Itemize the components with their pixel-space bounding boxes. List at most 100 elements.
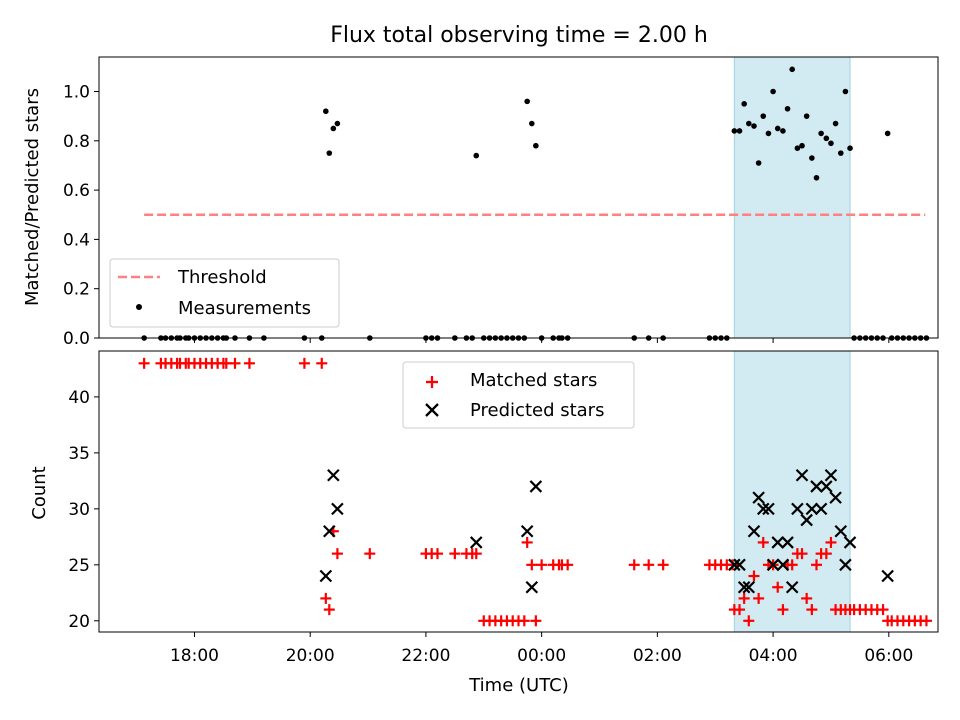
matched-star-marker — [431, 548, 443, 560]
measurement-point — [533, 142, 539, 149]
matched-star-marker — [470, 548, 482, 560]
matched-star-marker — [806, 604, 818, 616]
measurement-point — [847, 145, 853, 152]
predicted-star-marker — [785, 580, 799, 594]
matched-star-marker — [364, 548, 376, 560]
y-tick-label: 0.2 — [63, 280, 90, 300]
matched-star-marker — [530, 615, 542, 627]
x-tick-label: 04:00 — [749, 646, 798, 666]
predicted-star-marker — [747, 524, 761, 538]
measurement-point — [529, 120, 535, 127]
predicted-star-marker — [791, 502, 804, 516]
predicted-star-marker — [805, 502, 819, 516]
matched-star-marker — [877, 604, 889, 616]
matched-star-marker — [748, 570, 760, 582]
predicted-star-marker — [737, 580, 751, 594]
y-tick-label: 30 — [68, 500, 90, 520]
predicted-star-marker — [520, 524, 534, 538]
measurement-point — [326, 150, 333, 156]
predicted-star-marker — [795, 468, 809, 482]
matched-star-marker — [772, 581, 784, 593]
measurement-point — [731, 128, 738, 134]
bottom-frame — [98, 350, 939, 633]
top-legend-measurements-label: Measurements — [178, 298, 311, 319]
y-tick-label: 20 — [68, 612, 90, 632]
y-tick-label: 0.6 — [63, 181, 90, 201]
predicted-star-marker — [820, 480, 833, 493]
x-tick-label: 18:00 — [170, 646, 219, 666]
measurement-point — [760, 113, 767, 119]
predicted-star-marker — [525, 580, 539, 594]
predicted-star-marker — [728, 558, 741, 572]
measurement-point — [789, 66, 795, 73]
matched-star-marker — [138, 357, 150, 369]
matched-star-marker — [810, 559, 822, 571]
predicted-star-marker — [762, 502, 775, 516]
predicted-star-marker — [781, 536, 794, 549]
matched-star-marker — [521, 536, 533, 548]
matched-star-marker — [320, 592, 332, 604]
measurement-point — [818, 130, 824, 137]
matched-star-marker — [323, 604, 335, 616]
x-tick-label: 20:00 — [286, 646, 335, 666]
measurement-point — [780, 128, 786, 134]
x-axis-label: Time (UTC) — [468, 675, 569, 696]
bottom-plot: 20 25 30 35 40 18:00 20:00 22:00 00:00 02:00 04:0… — [29, 350, 939, 696]
measurement-point — [524, 98, 530, 105]
bottom-y-ticks: 20 25 30 35 40 — [68, 388, 99, 632]
matched-star-marker — [777, 604, 789, 616]
matched-star-marker — [734, 604, 746, 616]
predicted-star-marker — [766, 558, 780, 572]
top-legend: Threshold Measurements — [109, 258, 340, 328]
measurement-point — [799, 142, 805, 149]
top-y-axis-label: Matched/Predicted stars — [22, 88, 43, 306]
matched-star-marker — [757, 536, 769, 548]
top-plot: 0.0 0.2 0.4 0.6 0.8 1.0 Matched/Predicted sta… — [22, 56, 939, 349]
matched-star-marker — [526, 559, 538, 571]
x-tick-label: 22:00 — [401, 646, 450, 666]
y-tick-label: 0.0 — [63, 329, 90, 349]
predicted-star-marker — [733, 558, 746, 572]
predicted-star-marker — [810, 480, 823, 493]
bottom-legend-box — [402, 361, 635, 429]
predicted-star-marker — [319, 569, 333, 583]
bottom-legend-predicted-swatch — [425, 403, 439, 417]
predicted-star-marker — [834, 524, 848, 538]
measurement-point — [330, 125, 337, 132]
y-tick-label: 0.8 — [63, 132, 90, 152]
chart-title: Flux total observing time = 2.00 h — [330, 23, 708, 48]
predicted-star-marker — [829, 491, 842, 504]
top-legend-measurements-swatch — [136, 304, 142, 310]
matched-star-marker — [825, 536, 837, 548]
bottom-legend-matched-swatch — [426, 376, 438, 388]
bottom-legend-matched-label: Matched stars — [470, 370, 597, 391]
matched-star-marker — [316, 357, 328, 369]
bottom-legend: Matched stars Predicted stars — [402, 361, 635, 429]
matched-star-marker — [796, 548, 808, 560]
measurement-point — [823, 135, 830, 142]
matched-star-marker — [727, 559, 739, 571]
measurement-point — [784, 105, 791, 112]
top-y-ticks: 0.0 0.2 0.4 0.6 0.8 1.0 — [63, 83, 99, 349]
matched-star-marker — [920, 615, 932, 627]
bottom-points — [138, 357, 932, 627]
matched-star-marker — [801, 592, 813, 604]
measurement-point — [741, 101, 747, 107]
bottom-legend-predicted-label: Predicted stars — [470, 400, 604, 421]
matched-star-marker — [449, 548, 461, 560]
matched-star-marker — [243, 357, 255, 369]
predicted-star-marker — [327, 468, 340, 482]
predicted-star-marker — [824, 468, 838, 482]
measurement-point — [842, 88, 849, 95]
matched-star-marker — [518, 615, 530, 627]
predicted-star-marker — [800, 513, 813, 527]
matched-star-marker — [536, 559, 548, 571]
predicted-star-marker — [881, 569, 894, 583]
predicted-star-marker — [323, 524, 336, 538]
top-legend-threshold-label: Threshold — [177, 267, 267, 288]
matched-star-marker — [562, 559, 574, 571]
matched-star-marker — [738, 592, 750, 604]
measurement-point — [828, 140, 834, 147]
matched-star-marker — [786, 559, 798, 571]
bottom-x-ticks: 18:00 20:00 22:00 00:00 02:00 04:00 06:00 — [170, 632, 913, 666]
